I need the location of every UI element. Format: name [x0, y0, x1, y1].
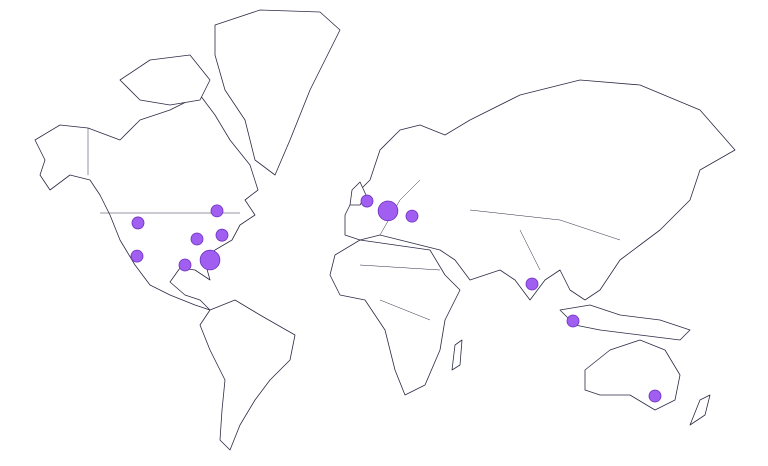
north-america — [34, 94, 259, 311]
land-layer — [34, 9, 736, 451]
eurasia — [344, 79, 736, 301]
map-marker[interactable] — [405, 209, 419, 223]
map-marker[interactable] — [210, 204, 224, 218]
map-marker[interactable] — [215, 228, 229, 242]
map-marker[interactable] — [190, 232, 204, 246]
map-marker[interactable] — [525, 277, 539, 291]
country-borders — [87, 128, 621, 321]
map-marker[interactable] — [648, 389, 662, 403]
australia — [584, 339, 681, 411]
africa — [329, 239, 461, 396]
marker-layer — [130, 194, 662, 403]
map-marker[interactable] — [360, 194, 374, 208]
greenland — [214, 9, 341, 176]
map-marker[interactable] — [566, 314, 580, 328]
new-zealand — [689, 394, 711, 426]
map-marker[interactable] — [178, 258, 192, 272]
madagascar — [451, 339, 463, 371]
south-america — [199, 299, 296, 451]
arctic-islands — [119, 54, 211, 106]
map-marker[interactable] — [130, 249, 144, 263]
map-marker[interactable] — [199, 249, 221, 271]
map-marker[interactable] — [131, 216, 145, 230]
southeast-asia-islands — [559, 304, 691, 341]
map-marker[interactable] — [377, 200, 399, 222]
